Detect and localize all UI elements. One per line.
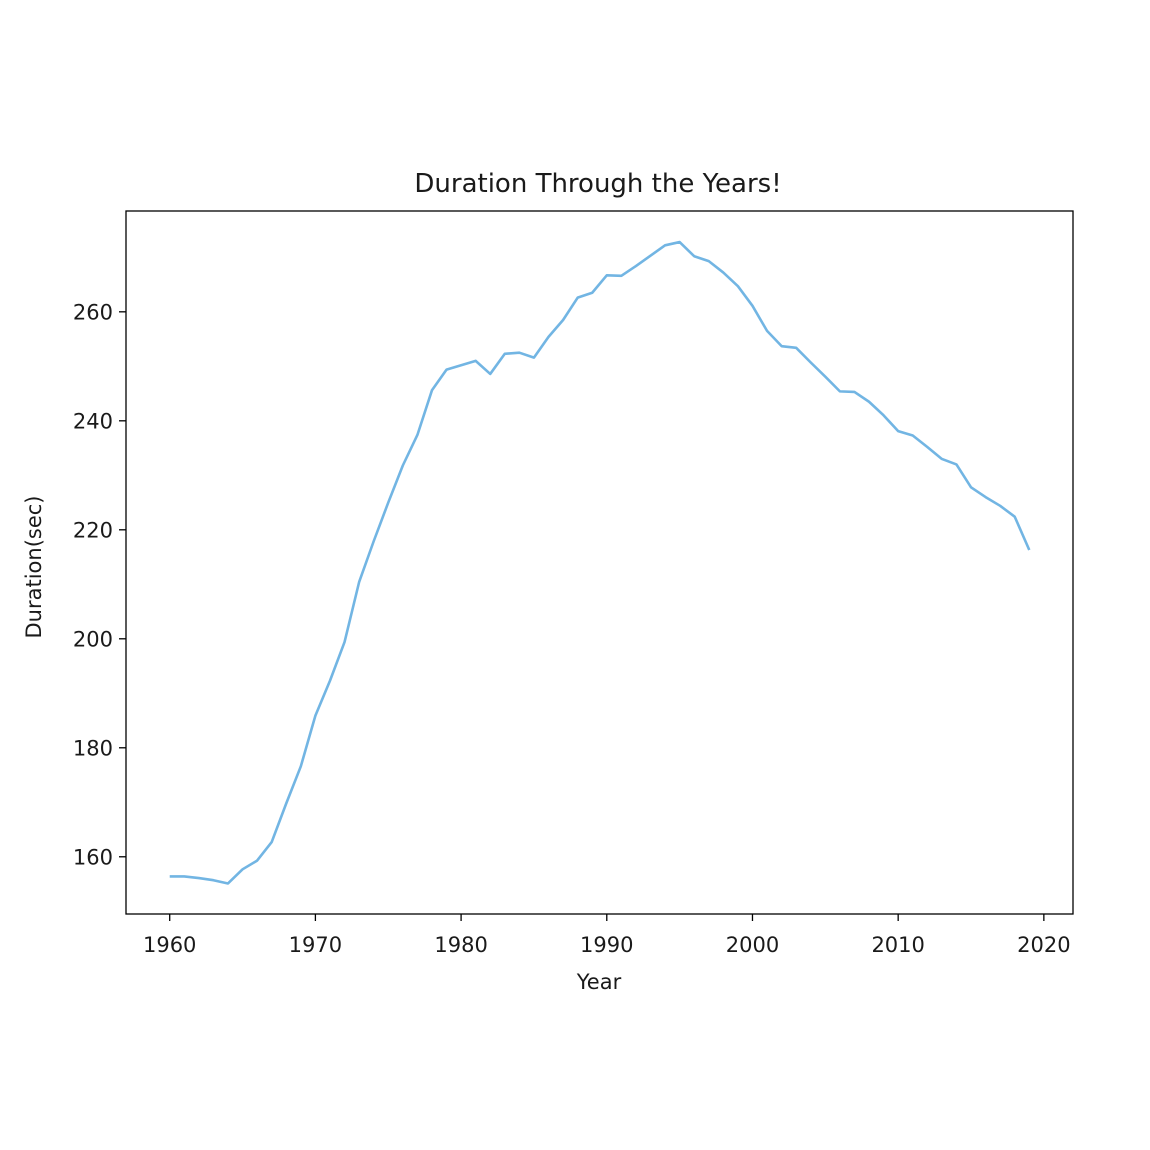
plot-area (169, 240, 1031, 885)
y-axis-label: Duration(sec) (22, 495, 46, 638)
x-tick-label: 2010 (871, 933, 924, 957)
series-line-0 (169, 240, 1031, 885)
y-tick-label: 160 (73, 845, 113, 869)
x-tick-label: 2000 (726, 933, 779, 957)
x-tick-label: 1990 (580, 933, 633, 957)
x-tick-label: 2020 (1017, 933, 1070, 957)
x-axis-label: Year (576, 970, 622, 994)
y-axis-ticks: 160 180 200 220 240 260 (73, 300, 126, 869)
x-axis-ticks: 1960 1970 1980 1990 2000 2010 2020 (143, 914, 1071, 957)
y-tick-label: 260 (73, 300, 113, 324)
x-tick-label: 1970 (289, 933, 342, 957)
y-tick-label: 200 (73, 627, 113, 651)
y-tick-label: 180 (73, 736, 113, 760)
x-tick-label: 1960 (143, 933, 196, 957)
axes-frame (125, 210, 1074, 915)
y-tick-label: 240 (73, 409, 113, 433)
y-tick-label: 220 (73, 518, 113, 542)
chart-title: Duration Through the Years! (414, 169, 781, 199)
x-tick-label: 1980 (434, 933, 487, 957)
